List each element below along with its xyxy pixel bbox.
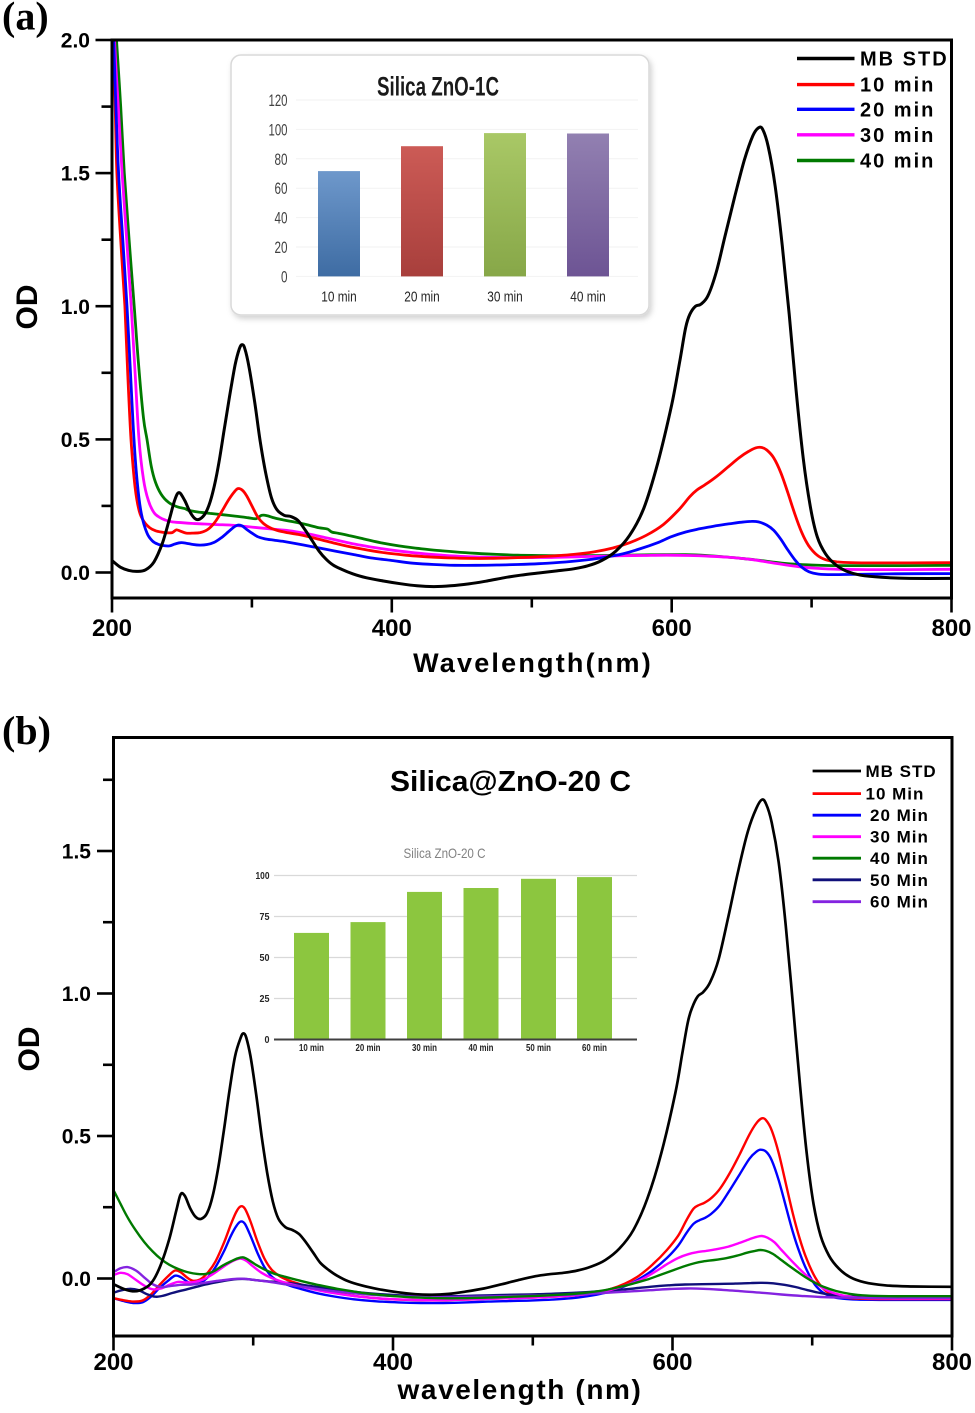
svg-text:50 Min: 50 Min xyxy=(870,871,929,890)
svg-text:1.0: 1.0 xyxy=(62,983,91,1006)
svg-text:400: 400 xyxy=(372,615,412,642)
svg-text:Wavelength(nm): Wavelength(nm) xyxy=(413,648,653,678)
svg-text:600: 600 xyxy=(652,1349,692,1376)
svg-text:20: 20 xyxy=(275,238,288,257)
svg-text:800: 800 xyxy=(932,1349,972,1376)
svg-text:50 min: 50 min xyxy=(526,1043,551,1054)
svg-text:1.0: 1.0 xyxy=(61,296,90,319)
svg-text:600: 600 xyxy=(652,615,692,642)
svg-text:(b): (b) xyxy=(2,708,51,753)
svg-text:wavelength (nm): wavelength (nm) xyxy=(397,1374,643,1405)
svg-text:60 min: 60 min xyxy=(582,1043,607,1054)
svg-text:0.0: 0.0 xyxy=(62,1268,91,1291)
svg-text:Silica@ZnO-20 C: Silica@ZnO-20 C xyxy=(390,766,631,798)
svg-text:1.5: 1.5 xyxy=(61,163,91,186)
svg-text:75: 75 xyxy=(260,912,270,923)
svg-text:40 min: 40 min xyxy=(469,1043,494,1054)
svg-text:40 Min: 40 Min xyxy=(870,849,929,868)
svg-text:100: 100 xyxy=(256,871,270,882)
svg-text:0.5: 0.5 xyxy=(61,429,91,452)
svg-text:Silica ZnO-20 C: Silica ZnO-20 C xyxy=(404,845,486,861)
svg-text:40 min: 40 min xyxy=(570,289,606,306)
svg-text:20 Min: 20 Min xyxy=(870,806,929,825)
svg-text:10 min: 10 min xyxy=(860,75,935,97)
svg-text:10 min: 10 min xyxy=(321,289,357,306)
svg-text:60 Min: 60 Min xyxy=(870,893,929,912)
svg-text:20 min: 20 min xyxy=(404,289,440,306)
svg-text:400: 400 xyxy=(373,1349,413,1376)
svg-text:120: 120 xyxy=(269,91,288,110)
svg-text:200: 200 xyxy=(93,1349,133,1376)
svg-text:50: 50 xyxy=(260,953,270,964)
svg-text:200: 200 xyxy=(92,615,132,642)
svg-text:30 min: 30 min xyxy=(412,1043,437,1054)
svg-text:1.5: 1.5 xyxy=(62,841,92,864)
svg-text:OD: OD xyxy=(11,285,44,330)
svg-text:30 min: 30 min xyxy=(860,125,935,147)
svg-text:40 min: 40 min xyxy=(860,151,935,173)
svg-text:(a): (a) xyxy=(2,0,49,39)
svg-text:80: 80 xyxy=(275,150,288,169)
svg-text:MB STD: MB STD xyxy=(866,762,937,781)
svg-text:20 min: 20 min xyxy=(860,99,935,121)
svg-text:0.5: 0.5 xyxy=(62,1126,92,1149)
svg-text:60: 60 xyxy=(275,179,288,198)
svg-text:40: 40 xyxy=(275,209,288,228)
svg-text:0: 0 xyxy=(265,1035,270,1046)
svg-text:OD: OD xyxy=(13,1027,46,1072)
svg-text:30 min: 30 min xyxy=(487,289,523,306)
svg-text:0: 0 xyxy=(281,267,288,286)
svg-text:10 Min: 10 Min xyxy=(866,785,925,804)
svg-text:20 min: 20 min xyxy=(356,1043,381,1054)
svg-text:MB STD: MB STD xyxy=(860,49,949,71)
svg-text:800: 800 xyxy=(931,615,971,642)
svg-text:10 min: 10 min xyxy=(299,1043,324,1054)
svg-text:Silica ZnO-1C: Silica ZnO-1C xyxy=(377,72,499,102)
svg-text:2.0: 2.0 xyxy=(61,30,90,53)
svg-text:25: 25 xyxy=(260,994,270,1005)
svg-text:30 Min: 30 Min xyxy=(870,828,929,847)
svg-text:100: 100 xyxy=(269,120,288,139)
svg-text:0.0: 0.0 xyxy=(61,562,90,585)
